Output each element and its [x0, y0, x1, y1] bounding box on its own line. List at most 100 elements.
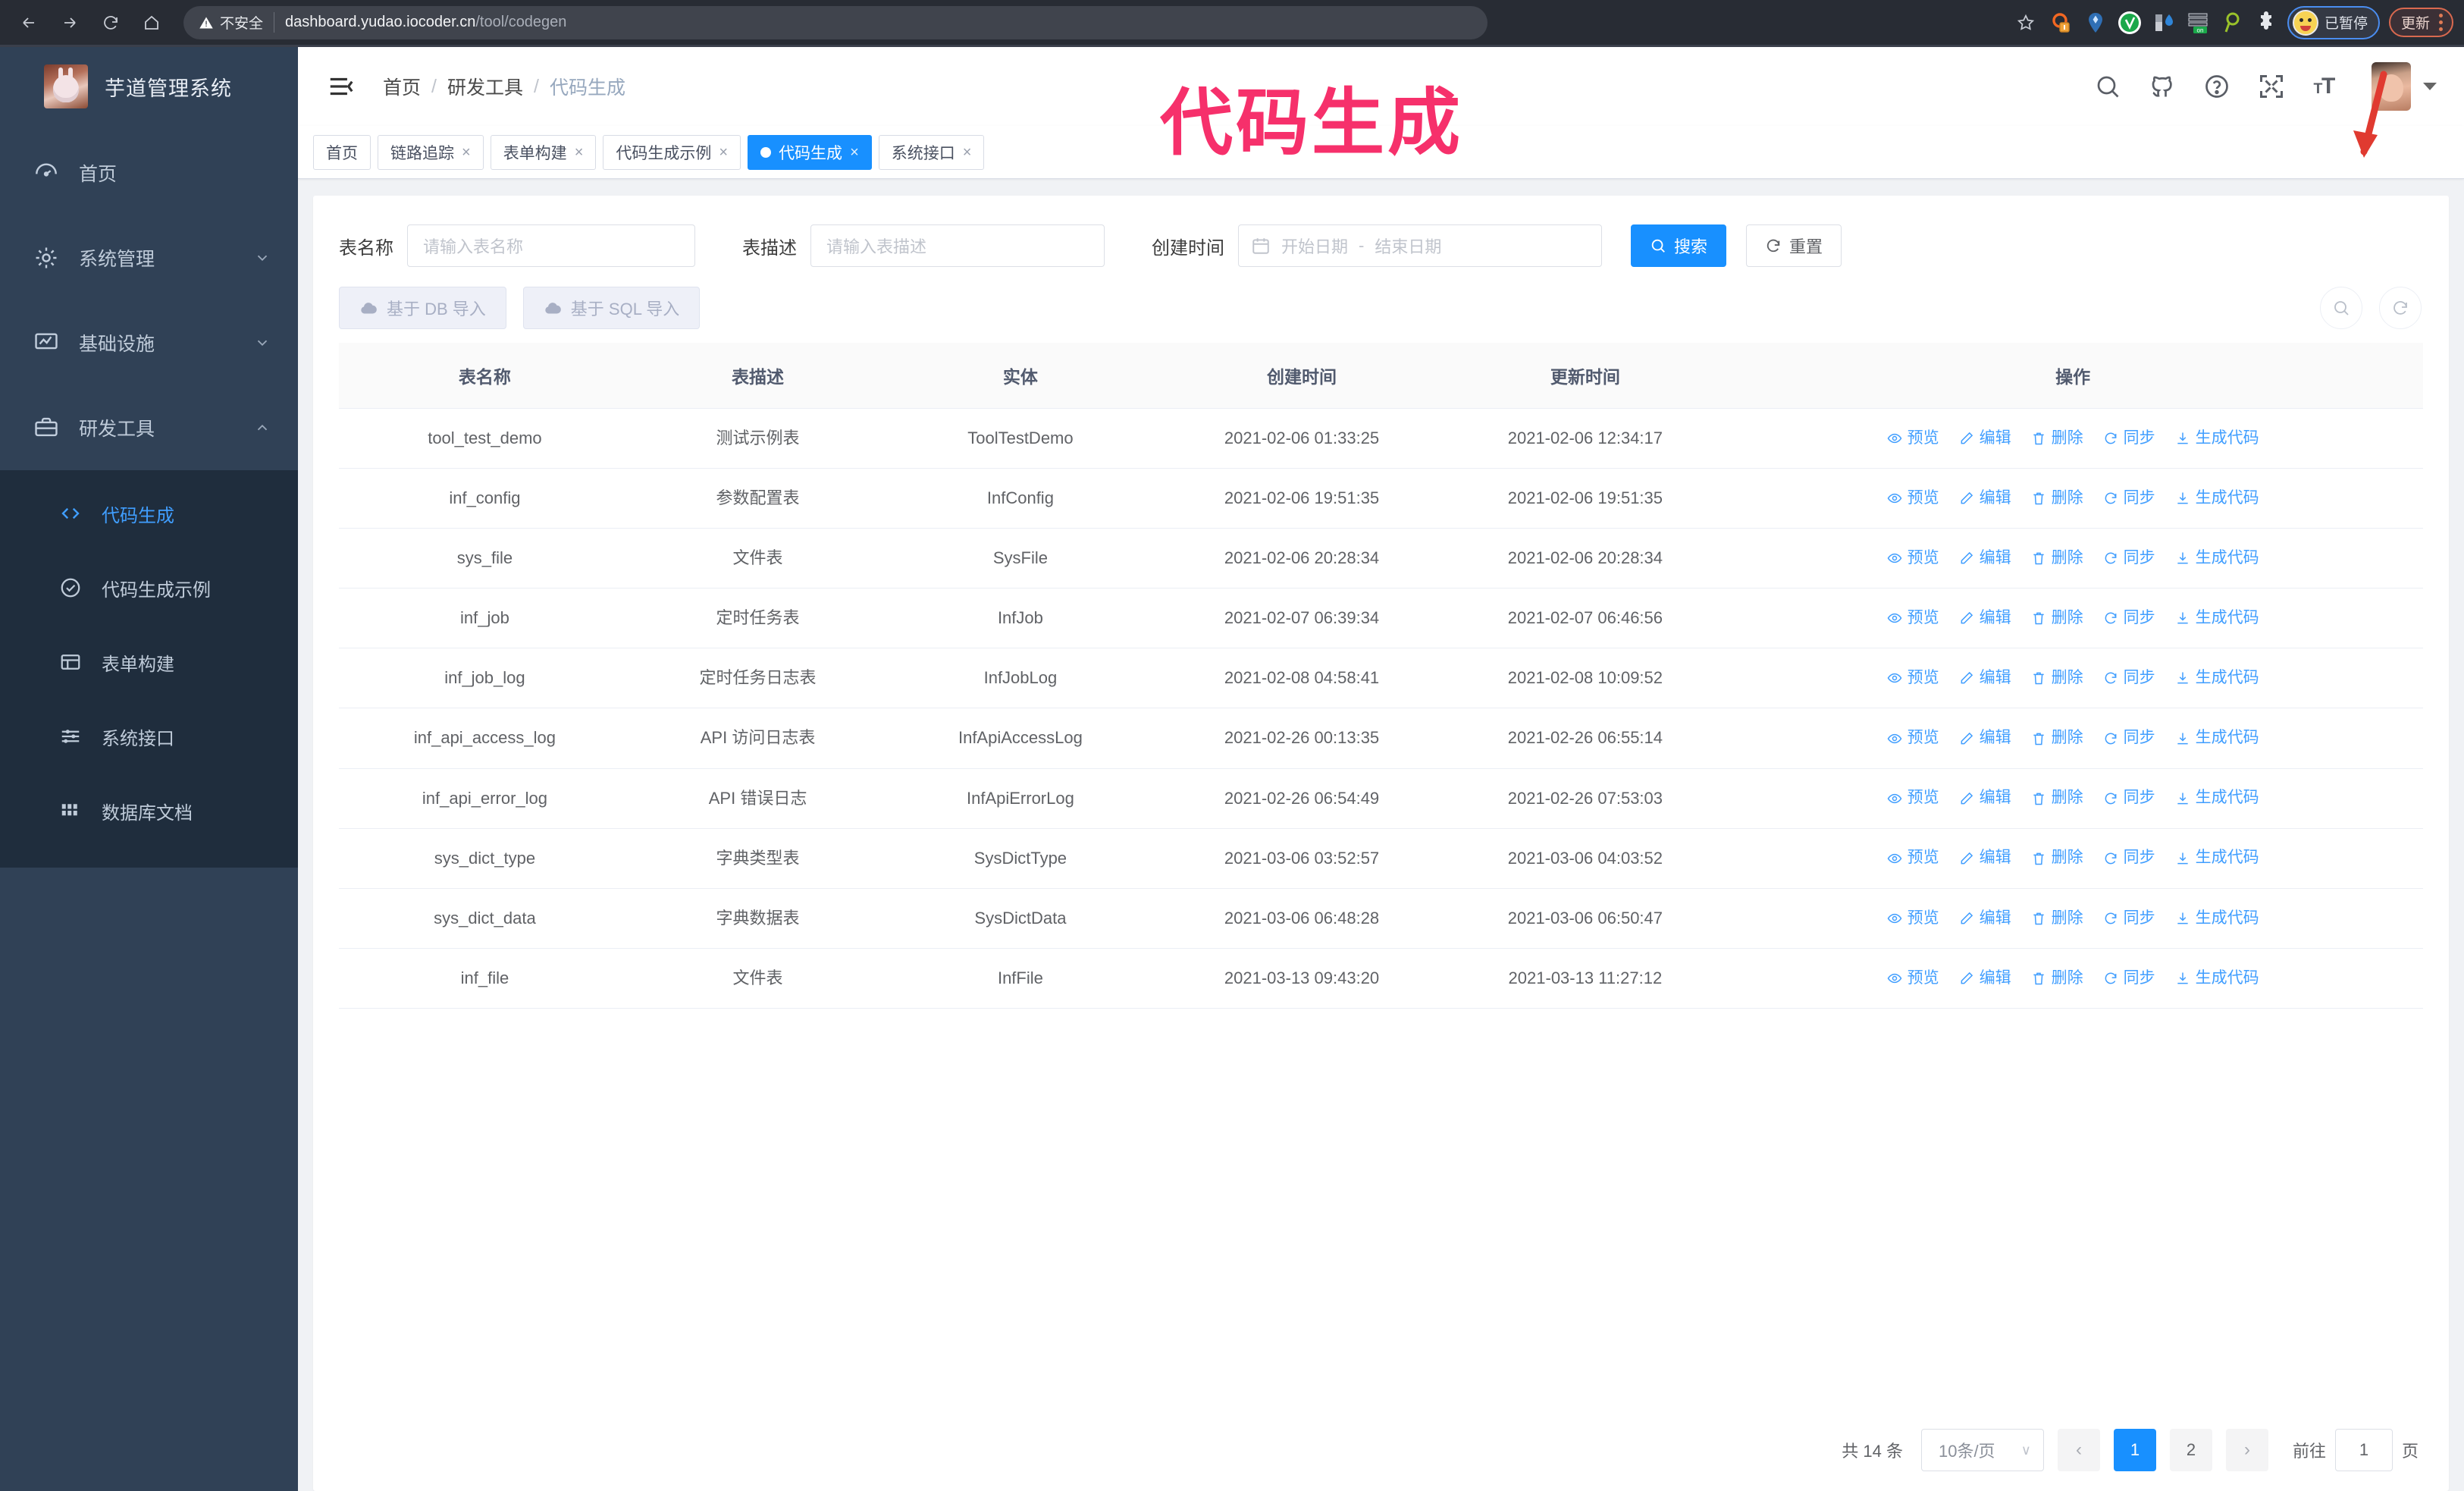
row-action-sync[interactable]: 同步	[2103, 726, 2155, 751]
table-row[interactable]: inf_config 参数配置表 InfConfig 2021-02-06 19:51…	[339, 468, 2423, 529]
kebab-menu-icon[interactable]	[2433, 14, 2449, 31]
row-action-download[interactable]: 生成代码	[2175, 666, 2259, 691]
row-action-pencil[interactable]: 编辑	[1959, 786, 2011, 811]
row-action-sync[interactable]: 同步	[2103, 846, 2155, 871]
table-row[interactable]: inf_job_log 定时任务日志表 InfJobLog 2021-02-08 04…	[339, 648, 2423, 709]
row-action-sync[interactable]: 同步	[2103, 606, 2155, 631]
row-action-eye[interactable]: 预览	[1887, 546, 1939, 571]
row-action-trash[interactable]: 删除	[2031, 666, 2083, 691]
table-row[interactable]: sys_dict_data 字典数据表 SysDictData 2021-03-06 …	[339, 888, 2423, 949]
pagination-next-button[interactable]: ›	[2225, 1429, 2268, 1471]
breadcrumb-item-devtools[interactable]: 研发工具	[447, 77, 523, 99]
extension-paused-badge[interactable]: 已暂停	[2287, 5, 2380, 39]
row-action-download[interactable]: 生成代码	[2175, 846, 2259, 871]
row-action-download[interactable]: 生成代码	[2175, 546, 2259, 571]
import-db-button[interactable]: 基于 DB 导入	[339, 287, 506, 329]
search-button[interactable]: 搜索	[1631, 224, 1727, 267]
row-action-eye[interactable]: 预览	[1887, 666, 1939, 691]
help-circle-icon[interactable]	[2203, 73, 2230, 100]
row-action-sync[interactable]: 同步	[2103, 486, 2155, 511]
row-action-sync[interactable]: 同步	[2103, 426, 2155, 451]
row-action-download[interactable]: 生成代码	[2175, 786, 2259, 811]
tab-trace[interactable]: 链路追踪 ×	[378, 134, 484, 170]
row-action-trash[interactable]: 删除	[2031, 906, 2083, 931]
search-icon[interactable]	[2320, 287, 2362, 329]
sidebar-item-devtools[interactable]: 研发工具	[0, 385, 298, 470]
table-row[interactable]: inf_job 定时任务表 InfJob 2021-02-07 06:39:34 202…	[339, 588, 2423, 649]
forward-arrow-icon[interactable]	[52, 5, 88, 41]
row-action-sync[interactable]: 同步	[2103, 786, 2155, 811]
pagination-prev-button[interactable]: ‹	[2057, 1429, 2100, 1471]
hamburger-menu-icon[interactable]	[327, 72, 356, 101]
not-secure-indicator[interactable]: 不安全	[199, 12, 275, 33]
star-icon[interactable]	[2008, 5, 2043, 40]
table-row[interactable]: inf_file 文件表 InfFile 2021-03-13 09:43:20 202…	[339, 948, 2423, 1009]
row-action-trash[interactable]: 删除	[2031, 426, 2083, 451]
sidebar-item-system[interactable]: 系统管理	[0, 215, 298, 300]
refresh-icon[interactable]	[2379, 287, 2422, 329]
close-icon[interactable]: ×	[462, 143, 471, 161]
row-action-sync[interactable]: 同步	[2103, 666, 2155, 691]
import-sql-button[interactable]: 基于 SQL 导入	[522, 287, 701, 329]
row-action-download[interactable]: 生成代码	[2175, 606, 2259, 631]
address-bar[interactable]: 不安全 dashboard.yudao.iocoder.cn/tool/code…	[183, 5, 1487, 39]
jump-page-input[interactable]: 1	[2334, 1429, 2393, 1471]
home-icon[interactable]	[133, 5, 170, 41]
fullscreen-icon[interactable]	[2258, 73, 2285, 100]
row-action-trash[interactable]: 删除	[2031, 546, 2083, 571]
tab-codegen[interactable]: 代码生成 ×	[748, 134, 872, 170]
tab-home[interactable]: 首页	[313, 134, 371, 170]
row-action-pencil[interactable]: 编辑	[1959, 486, 2011, 511]
row-action-pencil[interactable]: 编辑	[1959, 846, 2011, 871]
row-action-eye[interactable]: 预览	[1887, 846, 1939, 871]
orange-lock-extension-icon[interactable]	[2048, 9, 2075, 36]
row-action-download[interactable]: 生成代码	[2175, 906, 2259, 931]
tab-system-api[interactable]: 系统接口 ×	[878, 134, 985, 170]
color-picker-extension-icon[interactable]	[2150, 9, 2177, 36]
pagination-page-1[interactable]: 1	[2113, 1429, 2156, 1471]
row-action-eye[interactable]: 预览	[1887, 966, 1939, 991]
row-action-trash[interactable]: 删除	[2031, 486, 2083, 511]
row-action-pencil[interactable]: 编辑	[1959, 606, 2011, 631]
sidebar-item-codegen-demo[interactable]: 代码生成示例	[0, 551, 298, 625]
pagination-page-2[interactable]: 2	[2169, 1429, 2212, 1471]
row-action-pencil[interactable]: 编辑	[1959, 726, 2011, 751]
update-badge[interactable]: 更新	[2388, 8, 2453, 37]
start-date-input[interactable]: 开始日期	[1281, 237, 1349, 256]
github-icon[interactable]	[2149, 73, 2176, 100]
date-range-picker[interactable]: 开始日期 - 结束日期	[1238, 224, 1602, 267]
sidebar-item-db-doc[interactable]: 数据库文档	[0, 774, 298, 848]
row-action-eye[interactable]: 预览	[1887, 486, 1939, 511]
back-arrow-icon[interactable]	[11, 5, 47, 41]
json-viewer-extension-icon[interactable]: on	[2184, 9, 2212, 36]
table-desc-input[interactable]: 请输入表描述	[810, 224, 1105, 267]
row-action-sync[interactable]: 同步	[2103, 546, 2155, 571]
reset-button[interactable]: 重置	[1746, 224, 1842, 267]
row-action-trash[interactable]: 删除	[2031, 846, 2083, 871]
sidebar-brand[interactable]: 芋道管理系统	[0, 47, 298, 126]
close-icon[interactable]: ×	[850, 143, 859, 161]
row-action-download[interactable]: 生成代码	[2175, 486, 2259, 511]
table-row[interactable]: inf_api_access_log API 访问日志表 InfApiAccessL…	[339, 708, 2423, 769]
end-date-input[interactable]: 结束日期	[1375, 237, 1442, 256]
search-magnifier-extension-icon[interactable]	[2218, 9, 2246, 36]
table-row[interactable]: sys_file 文件表 SysFile 2021-02-06 20:28:34 202…	[339, 528, 2423, 589]
green-shield-extension-icon[interactable]	[2116, 9, 2143, 36]
row-action-eye[interactable]: 预览	[1887, 606, 1939, 631]
row-action-pencil[interactable]: 编辑	[1959, 966, 2011, 991]
sidebar-item-system-api[interactable]: 系统接口	[0, 699, 298, 774]
row-action-trash[interactable]: 删除	[2031, 966, 2083, 991]
table-row[interactable]: inf_api_error_log API 错误日志 InfApiErrorLog 2…	[339, 768, 2423, 829]
close-icon[interactable]: ×	[719, 143, 729, 161]
breadcrumb-item-home[interactable]: 首页	[383, 77, 422, 99]
row-action-download[interactable]: 生成代码	[2175, 726, 2259, 751]
row-action-download[interactable]: 生成代码	[2175, 426, 2259, 451]
row-action-eye[interactable]: 预览	[1887, 726, 1939, 751]
row-action-pencil[interactable]: 编辑	[1959, 426, 2011, 451]
table-row[interactable]: tool_test_demo 测试示例表 ToolTestDemo 2021-02-0…	[339, 408, 2423, 469]
row-action-eye[interactable]: 预览	[1887, 906, 1939, 931]
reload-icon[interactable]	[92, 5, 129, 41]
row-action-trash[interactable]: 删除	[2031, 786, 2083, 811]
row-action-download[interactable]: 生成代码	[2175, 966, 2259, 991]
row-action-pencil[interactable]: 编辑	[1959, 546, 2011, 571]
